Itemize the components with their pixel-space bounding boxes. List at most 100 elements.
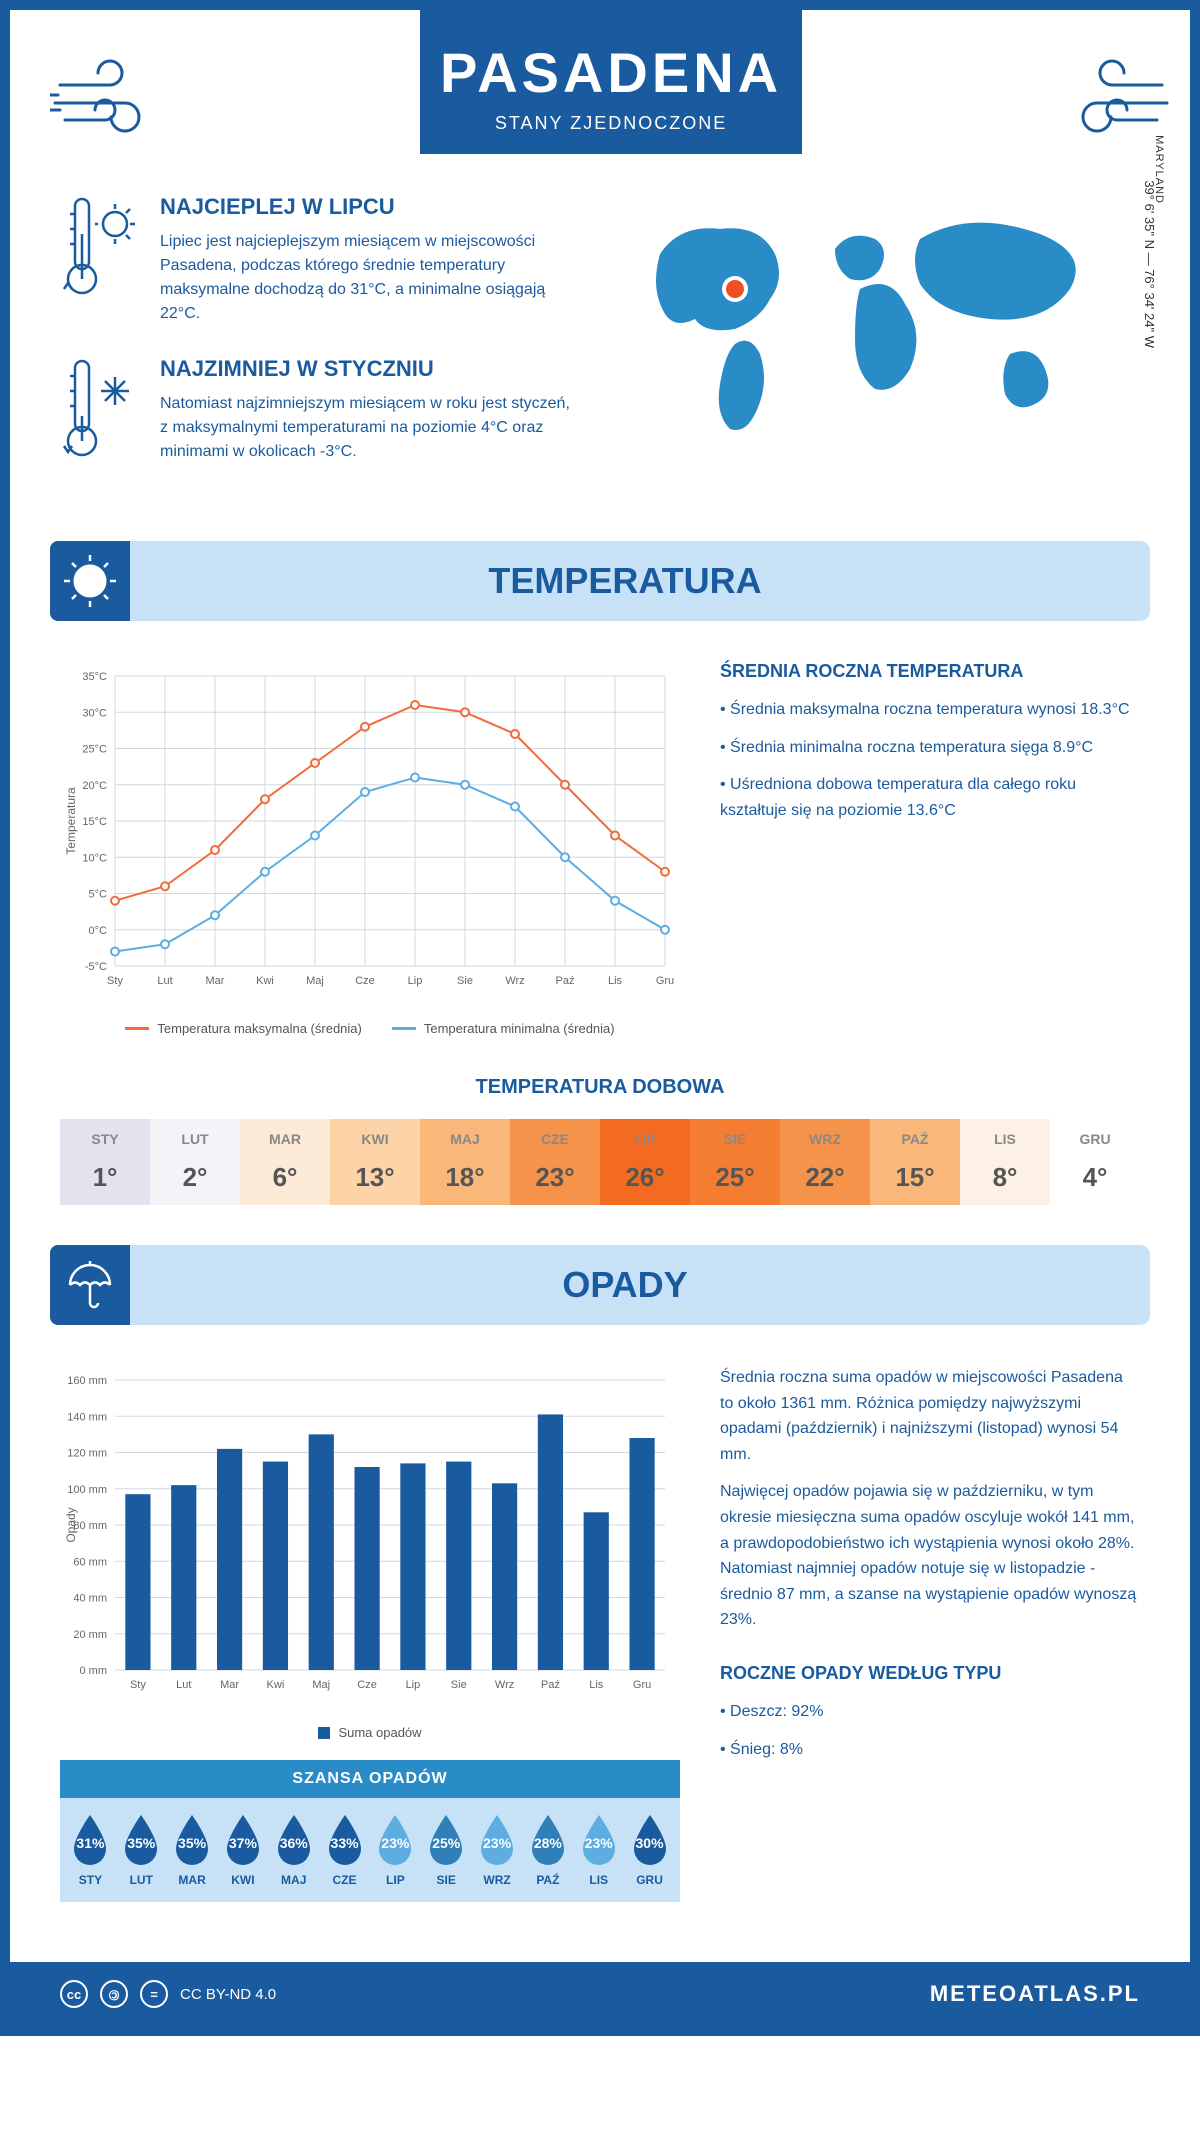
temp-summary-item: Średnia maksymalna roczna temperatura wy… [720,697,1140,723]
precip-legend: Suma opadów [60,1725,680,1740]
svg-text:Cze: Cze [357,1679,377,1691]
svg-text:25°C: 25°C [82,744,107,756]
drop-icon: 36% [273,1813,315,1865]
svg-text:140 mm: 140 mm [67,1411,107,1423]
drop-month: GRU [624,1873,675,1887]
daily-value: 4° [1054,1162,1136,1193]
daily-temp-cell: MAJ18° [420,1119,510,1205]
drop-month: SIE [421,1873,472,1887]
svg-text:-5°C: -5°C [85,961,107,973]
drop-icon: 23% [374,1813,416,1865]
daily-month: KWI [334,1131,416,1147]
precipitation-summary: Średnia roczna suma opadów w miejscowośc… [720,1365,1140,1922]
drop-month: LUT [116,1873,167,1887]
cc-icon: cc [60,1980,88,2008]
daily-month: LIP [604,1131,686,1147]
svg-text:Kwi: Kwi [256,975,274,987]
daily-value: 8° [964,1162,1046,1193]
temp-summary-item: Uśredniona dobowa temperatura dla całego… [720,772,1140,823]
drop-percentage: 28% [534,1835,562,1851]
drop-percentage: 23% [483,1835,511,1851]
precip-chance-cell: 23% WRZ [472,1813,523,1887]
fact-warmest: NAJCIEPLEJ W LIPCU Lipiec jest najcieple… [60,194,580,326]
daily-temperature: TEMPERATURA DOBOWA STY1°LUT2°MAR6°KWI13°… [10,1076,1190,1245]
daily-value: 23° [514,1162,596,1193]
daily-temp-cell: SIE 25° [690,1119,780,1205]
daily-temp-cell: STY1° [60,1119,150,1205]
daily-temp-cell: PAŹ15° [870,1119,960,1205]
precip-chance-cell: 23% LIS [573,1813,624,1887]
drop-month: PAŹ [522,1873,573,1887]
precip-chance-cell: 31% STY [65,1813,116,1887]
header-row: PASADENA STANY ZJEDNOCZONE [10,10,1190,194]
daily-temp-cell: GRU4° [1050,1119,1140,1205]
temperature-line-chart: -5°C0°C5°C10°C15°C20°C25°C30°C35°CStyLut… [60,661,680,1001]
svg-text:35°C: 35°C [82,671,107,683]
thermometer-sun-icon [60,194,140,326]
daily-month: STY [64,1131,146,1147]
daily-month: CZE [514,1131,596,1147]
precip-chance-drops: 31% STY 35% LUT 35% MAR 37% [60,1798,680,1902]
precip-chance-title: SZANSA OPADÓW [60,1760,680,1798]
daily-temp-cell: MAR6° [240,1119,330,1205]
by-icon: 🄯 [100,1980,128,2008]
drop-icon: 33% [324,1813,366,1865]
city-title: PASADENA [440,40,782,105]
drop-percentage: 31% [76,1835,104,1851]
svg-text:Sty: Sty [130,1679,146,1691]
daily-month: PAŹ [874,1131,956,1147]
daily-month: LIS [964,1131,1046,1147]
svg-text:Wrz: Wrz [505,975,524,987]
legend-max-label: Temperatura maksymalna (średnia) [157,1021,361,1036]
drop-percentage: 35% [178,1835,206,1851]
sun-icon [50,541,130,621]
svg-text:Maj: Maj [312,1679,330,1691]
precip-chance-cell: 23% LIP [370,1813,421,1887]
svg-text:120 mm: 120 mm [67,1448,107,1460]
drop-icon: 25% [425,1813,467,1865]
drop-icon: 28% [527,1813,569,1865]
drop-icon: 35% [171,1813,213,1865]
daily-month: WRZ [784,1131,866,1147]
daily-temp-title: TEMPERATURA DOBOWA [60,1076,1140,1099]
temperature-chart: -5°C0°C5°C10°C15°C20°C25°C30°C35°CStyLut… [60,661,680,1036]
precipitation-title: OPADY [150,1264,1100,1306]
svg-text:0 mm: 0 mm [80,1665,108,1677]
page-header: PASADENA STANY ZJEDNOCZONE [420,10,802,154]
precip-chance-cell: 37% KWI [217,1813,268,1887]
legend-min-label: Temperatura minimalna (średnia) [424,1021,615,1036]
precip-summary-p2: Najwięcej opadów pojawia się w październ… [720,1479,1140,1633]
legend-precip-label: Suma opadów [338,1725,421,1740]
svg-text:20 mm: 20 mm [73,1629,107,1641]
country-subtitle: STANY ZJEDNOCZONE [440,113,782,134]
svg-text:80 mm: 80 mm [73,1520,107,1532]
precip-chance-cell: 35% LUT [116,1813,167,1887]
temperature-summary: ŚREDNIA ROCZNA TEMPERATURA Średnia maksy… [720,661,1140,1036]
svg-text:15°C: 15°C [82,816,107,828]
daily-value: 25° [694,1162,776,1193]
license-text: CC BY-ND 4.0 [180,1986,276,2003]
precipitation-bar-chart: 0 mm20 mm40 mm60 mm80 mm100 mm120 mm140 … [60,1365,680,1705]
precip-type-title: ROCZNE OPADY WEDŁUG TYPU [720,1663,1140,1684]
svg-text:Lip: Lip [408,975,423,987]
svg-text:Opady: Opady [64,1507,78,1542]
svg-text:Cze: Cze [355,975,375,987]
svg-text:0°C: 0°C [89,925,108,937]
svg-text:40 mm: 40 mm [73,1593,107,1605]
svg-text:Kwi: Kwi [267,1679,285,1691]
svg-text:Paź: Paź [556,975,575,987]
svg-text:Lis: Lis [589,1679,604,1691]
drop-percentage: 37% [229,1835,257,1851]
daily-month: MAJ [424,1131,506,1147]
daily-temp-cell: KWI13° [330,1119,420,1205]
drop-icon: 31% [69,1813,111,1865]
svg-text:160 mm: 160 mm [67,1375,107,1387]
daily-month: SIE [694,1131,776,1147]
wind-icon-left [50,55,170,150]
daily-month: LUT [154,1131,236,1147]
temperature-legend: Temperatura maksymalna (średnia) Tempera… [60,1021,680,1036]
precipitation-chart-col: 0 mm20 mm40 mm60 mm80 mm100 mm120 mm140 … [60,1365,680,1922]
fact-coldest-text: Natomiast najzimniejszym miesiącem w rok… [160,392,580,464]
svg-text:Sie: Sie [451,1679,467,1691]
drop-percentage: 35% [127,1835,155,1851]
